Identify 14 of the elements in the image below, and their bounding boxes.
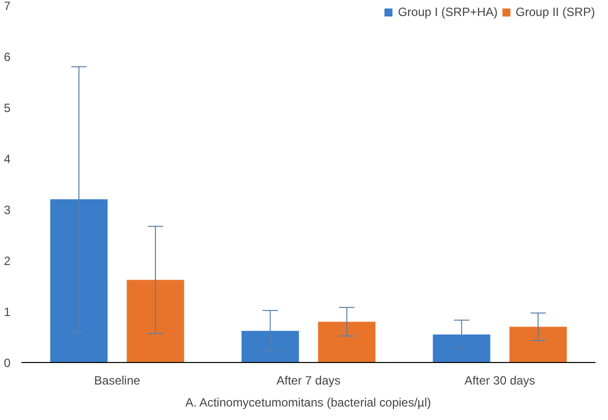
y-tick-label: 0	[4, 356, 11, 370]
x-tick-label: Baseline	[94, 374, 141, 388]
y-tick-label: 4	[4, 152, 11, 166]
y-tick-label: 2	[4, 254, 11, 268]
legend-label: Group II (SRP)	[516, 5, 595, 19]
y-tick-label: 1	[4, 305, 11, 319]
x-tick-label: After 30 days	[464, 374, 536, 388]
x-axis-title: A. Actinomycetumomitans (bacterial copies/µl)	[185, 396, 432, 410]
x-tick-label: After 7 days	[276, 374, 341, 388]
y-tick-label: 7	[4, 0, 11, 13]
y-tick-label: 5	[4, 101, 11, 115]
y-tick-label: 6	[4, 50, 11, 64]
y-tick-label: 3	[4, 203, 11, 217]
legend-label: Group I (SRP+HA)	[398, 5, 498, 19]
